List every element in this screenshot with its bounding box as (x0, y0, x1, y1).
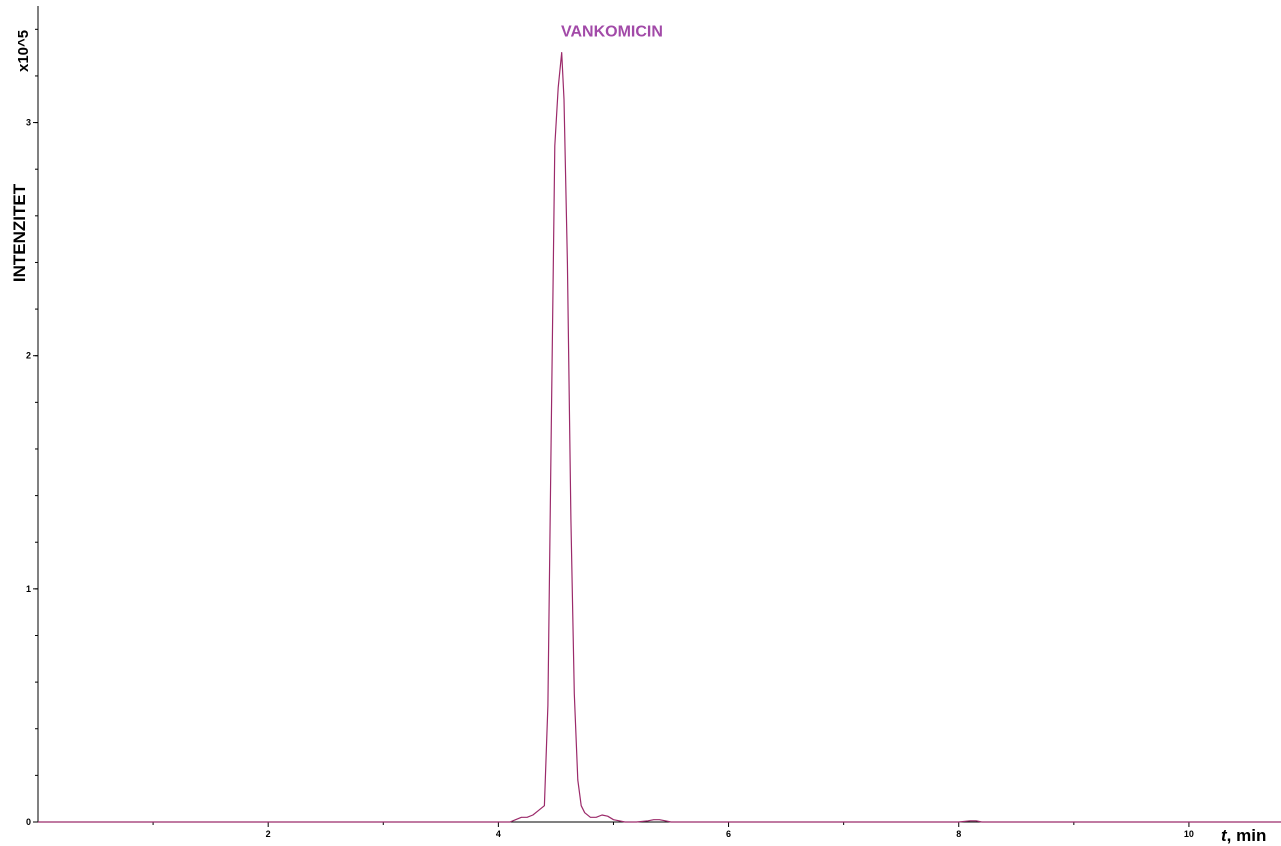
x-tick-labels: 2 4 6 8 10 (266, 829, 1194, 839)
y-tick-labels: 0 1 2 3 (26, 118, 38, 827)
y-axis-title: INTENZITET (10, 183, 29, 282)
x-tick-label: 10 (1184, 829, 1194, 839)
x-tick-label: 2 (266, 829, 271, 839)
axes (37, 6, 1281, 823)
annotation-layer: VANKOMICIN (561, 24, 663, 41)
series-line (38, 52, 1281, 823)
x-tick-label: 4 (496, 829, 501, 839)
y-tick-label: 2 (26, 351, 31, 361)
x-tick-label: 8 (956, 829, 961, 839)
x-minor-ticks (152, 822, 1190, 827)
y-tick-label: 3 (26, 118, 31, 128)
x-axis-title-rest: , min (1227, 826, 1267, 845)
y-scale-label: x10^5 (15, 30, 32, 72)
y-tick-label: 0 (26, 817, 31, 827)
series-layer (38, 52, 1281, 823)
peak-label: VANKOMICIN (561, 24, 663, 41)
x-axis-title-italic: t (1221, 826, 1228, 845)
x-axis-title: t, min (1221, 826, 1266, 845)
x-tick-label: 6 (726, 829, 731, 839)
y-tick-label: 1 (26, 584, 31, 594)
